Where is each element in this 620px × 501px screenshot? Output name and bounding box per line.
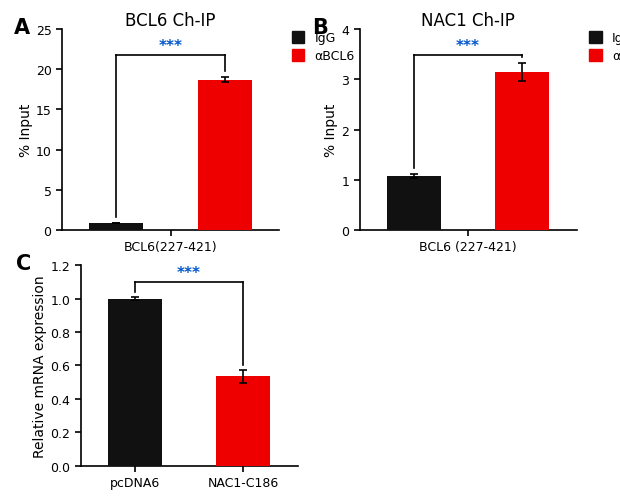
Y-axis label: % Input: % Input (19, 104, 33, 157)
Text: ***: *** (456, 39, 480, 54)
Legend: IgG, αNAC1: IgG, αNAC1 (590, 32, 620, 63)
Y-axis label: % Input: % Input (324, 104, 339, 157)
Title: NAC1 Ch-IP: NAC1 Ch-IP (421, 12, 515, 30)
Bar (198, 81, 252, 230)
Bar (387, 177, 441, 230)
Bar (216, 377, 270, 466)
Y-axis label: Relative mRNA expression: Relative mRNA expression (33, 275, 47, 457)
Title: BCL6 Ch-IP: BCL6 Ch-IP (125, 12, 216, 30)
Text: ***: *** (159, 39, 182, 54)
Legend: IgG, αBCL6: IgG, αBCL6 (292, 32, 355, 63)
Text: ***: *** (177, 266, 201, 281)
Text: A: A (14, 18, 30, 38)
Text: C: C (16, 254, 31, 274)
Bar (495, 73, 549, 230)
Bar (89, 223, 143, 230)
Text: B: B (312, 18, 328, 38)
Bar (108, 299, 162, 466)
